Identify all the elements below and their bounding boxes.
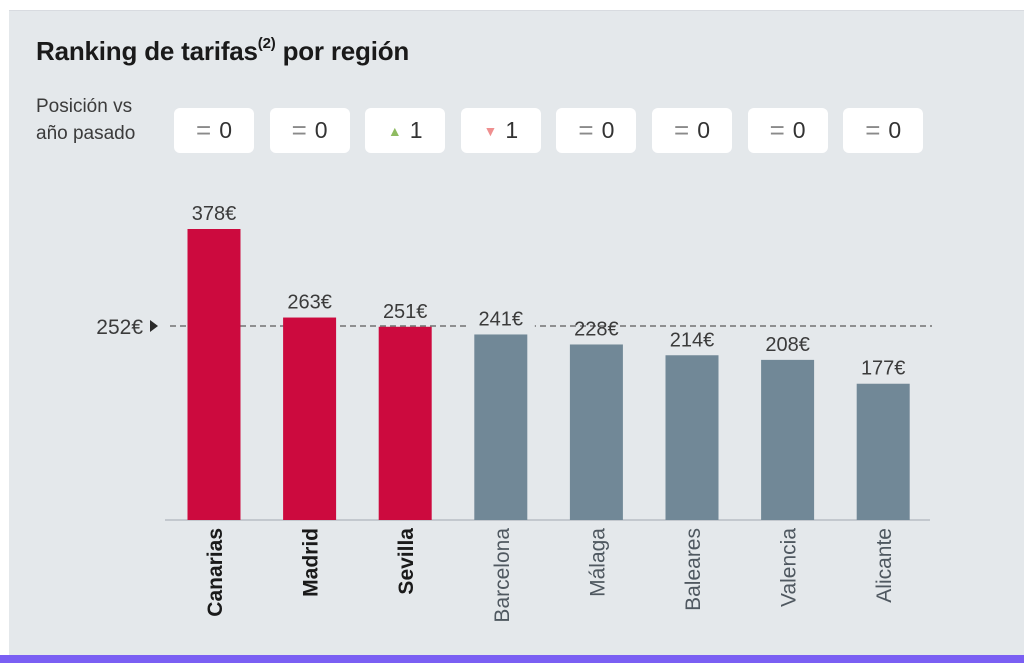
- category-label: Madrid: [300, 528, 323, 597]
- position-label: Posición vs año pasado: [36, 96, 136, 144]
- category-label: Baleares: [682, 528, 705, 611]
- value-label: 228€: [574, 318, 619, 340]
- title-footnote: (2): [257, 35, 276, 53]
- equal-icon: =: [865, 115, 881, 145]
- position-badge: = 0: [747, 108, 828, 153]
- value-label: 177€: [861, 358, 906, 380]
- bar: [283, 317, 337, 520]
- average-label: 252€: [96, 316, 143, 339]
- position-badge: ▼ 1: [460, 108, 541, 153]
- position-change-value: 1: [505, 117, 519, 143]
- position-change-value: 0: [314, 117, 328, 143]
- equal-icon: =: [291, 115, 307, 145]
- equal-icon: =: [196, 115, 212, 145]
- bar: [378, 326, 432, 520]
- category-label: Canarias: [204, 528, 227, 617]
- value-label-bg: [371, 293, 440, 321]
- position-change-value: 0: [219, 117, 232, 143]
- position-badge: ▲ 1: [365, 108, 446, 153]
- bar: [187, 229, 241, 520]
- bar: [761, 359, 815, 520]
- category-label: Sevilla: [395, 528, 418, 595]
- value-label: 214€: [670, 329, 715, 351]
- value-label: 251€: [383, 301, 428, 323]
- down-arrow-icon: ▼: [483, 122, 498, 139]
- value-label-bg: [275, 284, 344, 312]
- category-label: Barcelona: [491, 528, 514, 623]
- position-badge: = 0: [843, 108, 924, 153]
- bottom-accent-bar: [0, 655, 1024, 663]
- value-label: 241€: [479, 308, 524, 330]
- equal-icon: =: [578, 115, 594, 145]
- position-change-value: 0: [888, 117, 902, 143]
- category-label: Valencia: [778, 528, 801, 607]
- position-change-value: 0: [792, 117, 806, 143]
- position-badge: = 0: [652, 108, 732, 153]
- position-change-value: 1: [409, 117, 423, 143]
- equal-icon: =: [674, 115, 690, 145]
- value-label: 208€: [765, 334, 810, 356]
- position-change-value: 0: [697, 117, 710, 143]
- bar: [856, 383, 910, 520]
- bar: [474, 334, 528, 520]
- category-label: Málaga: [586, 528, 609, 597]
- value-label-bg: [466, 301, 535, 329]
- bar: [665, 355, 719, 520]
- value-label: 263€: [287, 292, 332, 314]
- category-label: Alicante: [873, 528, 896, 603]
- position-change-value: 0: [601, 117, 615, 143]
- chart-title: Ranking de tarifas(2) por región: [36, 35, 410, 66]
- position-badge: = 0: [174, 108, 254, 153]
- up-arrow-icon: ▲: [387, 122, 402, 139]
- value-label: 378€: [192, 203, 237, 225]
- bar: [569, 344, 623, 520]
- position-badge: = 0: [556, 108, 637, 153]
- position-badge: = 0: [269, 108, 350, 153]
- equal-icon: =: [769, 115, 785, 145]
- value-label-bg: [180, 196, 248, 223]
- average-marker-icon: [150, 320, 158, 332]
